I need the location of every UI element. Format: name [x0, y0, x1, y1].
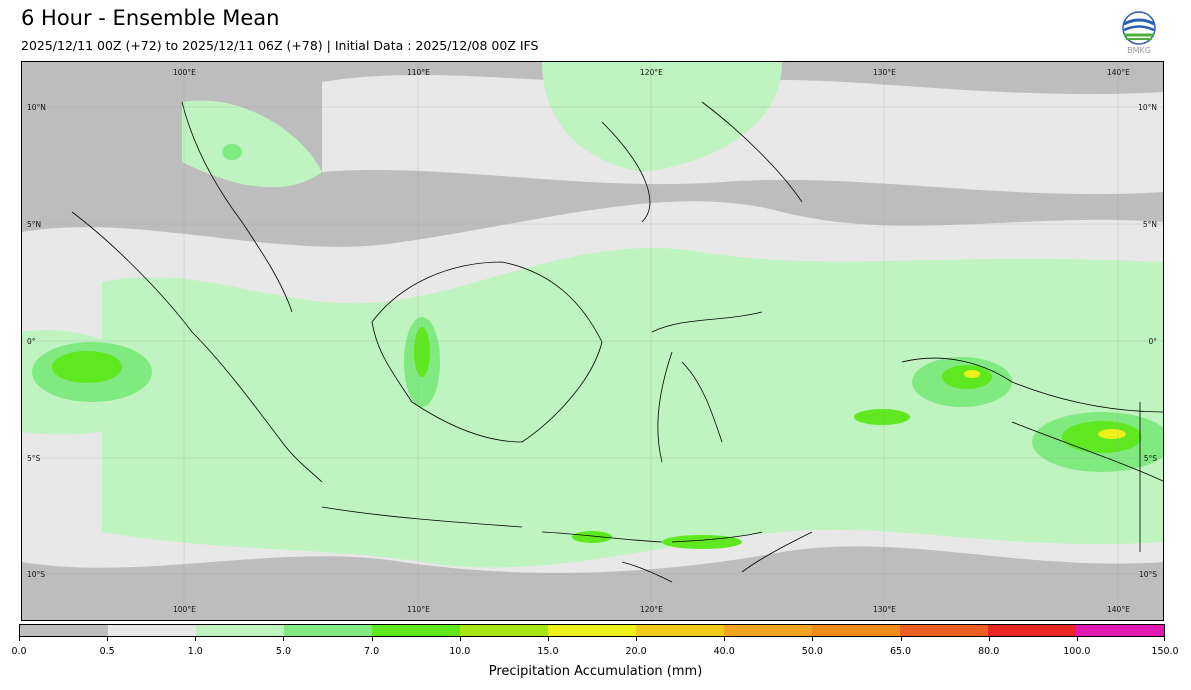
colorbar-segment — [724, 625, 812, 636]
colorbar-tick-label: 7.0 — [364, 646, 380, 657]
colorbar-tickmark — [283, 637, 285, 641]
colorbar-segment — [1076, 625, 1164, 636]
colorbar-tick-label: 20.0 — [625, 646, 647, 657]
colorbar-segment — [900, 625, 988, 636]
precipitation-map[interactable]: 100°E 110°E 120°E 130°E 140°E 100°E 110°… — [21, 61, 1164, 621]
lat-label-10n-right: 10°N — [1138, 103, 1157, 112]
colorbar-segment — [284, 625, 372, 636]
colorbar-tickmark — [1076, 637, 1078, 641]
colorbar-tickmark — [371, 637, 373, 641]
colorbar-tickmark — [636, 637, 638, 641]
logo-text: BMKG — [1127, 46, 1151, 55]
colorbar-label: Precipitation Accumulation (mm) — [488, 664, 703, 679]
colorbar-segment — [988, 625, 1076, 636]
lon-label-110e-bottom: 110°E — [407, 605, 430, 614]
lat-label-0-left: 0° — [27, 337, 36, 346]
lon-label-140e-bottom: 140°E — [1107, 605, 1130, 614]
lat-label-10s-left: 10°S — [27, 570, 46, 579]
colorbar-segment — [108, 625, 196, 636]
colorbar-tickmark — [195, 637, 197, 641]
colorbar-tickmark — [547, 637, 549, 641]
colorbar-tickmark — [19, 637, 20, 641]
lon-label-120e-bottom: 120°E — [640, 605, 663, 614]
lat-label-0-right: 0° — [1148, 337, 1157, 346]
colorbar-tick-label: 5.0 — [275, 646, 292, 657]
colorbar-tickmark — [724, 637, 726, 641]
colorbar-tickmark — [900, 637, 902, 641]
colorbar-tickmark — [459, 637, 461, 641]
lat-label-5s-right: 5°S — [1143, 454, 1157, 463]
colorbar-tickmark — [812, 637, 814, 641]
bmkg-logo-icon: BMKG — [1120, 10, 1158, 56]
colorbar-tick-label: 50.0 — [801, 646, 823, 657]
colorbar — [19, 624, 1165, 637]
lon-label-130e-bottom: 130°E — [873, 605, 896, 614]
colorbar-tick-label: 15.0 — [537, 646, 559, 657]
lon-label-110e-top: 110°E — [407, 68, 430, 77]
lon-label-100e-bottom: 100°E — [173, 605, 196, 614]
colorbar-segment — [812, 625, 900, 636]
colorbar-segment — [196, 625, 284, 636]
colorbar-tickmark — [107, 637, 109, 641]
colorbar-tick-label: 65.0 — [889, 646, 912, 657]
colorbar-tick-label: 0.5 — [99, 646, 115, 657]
map-canvas — [22, 62, 1163, 620]
lat-label-5n-right: 5°N — [1142, 220, 1157, 229]
lat-label-5n-left: 5°N — [27, 220, 42, 229]
lat-label-10s-right: 10°S — [1138, 570, 1157, 579]
colorbar-segment — [460, 625, 548, 636]
colorbar-tickmark — [1164, 637, 1165, 641]
lon-label-100e-top: 100°E — [173, 68, 196, 77]
lat-label-5s-left: 5°S — [27, 454, 41, 463]
colorbar-segment — [548, 625, 636, 636]
colorbar-segment — [372, 625, 460, 636]
colorbar-tick-label: 0.0 — [11, 646, 27, 657]
lon-label-140e-top: 140°E — [1107, 68, 1130, 77]
lat-label-10n-left: 10°N — [27, 103, 46, 112]
map-title: 6 Hour - Ensemble Mean — [21, 6, 280, 30]
colorbar-tick-label: 80.0 — [978, 646, 1000, 657]
colorbar-tick-label: 1.0 — [187, 646, 203, 657]
colorbar-segment — [636, 625, 724, 636]
colorbar-segment — [20, 625, 108, 636]
map-subtitle: 2025/12/11 00Z (+72) to 2025/12/11 06Z (… — [21, 38, 539, 53]
colorbar-tick-label: 100.0 — [1063, 646, 1091, 657]
colorbar-tick-label: 10.0 — [449, 646, 471, 657]
colorbar-tick-label: 150.0 — [1151, 646, 1179, 657]
colorbar-tickmark — [988, 637, 990, 641]
colorbar-tick-label: 40.0 — [713, 646, 735, 657]
lon-label-120e-top: 120°E — [640, 68, 663, 77]
lon-label-130e-top: 130°E — [873, 68, 896, 77]
